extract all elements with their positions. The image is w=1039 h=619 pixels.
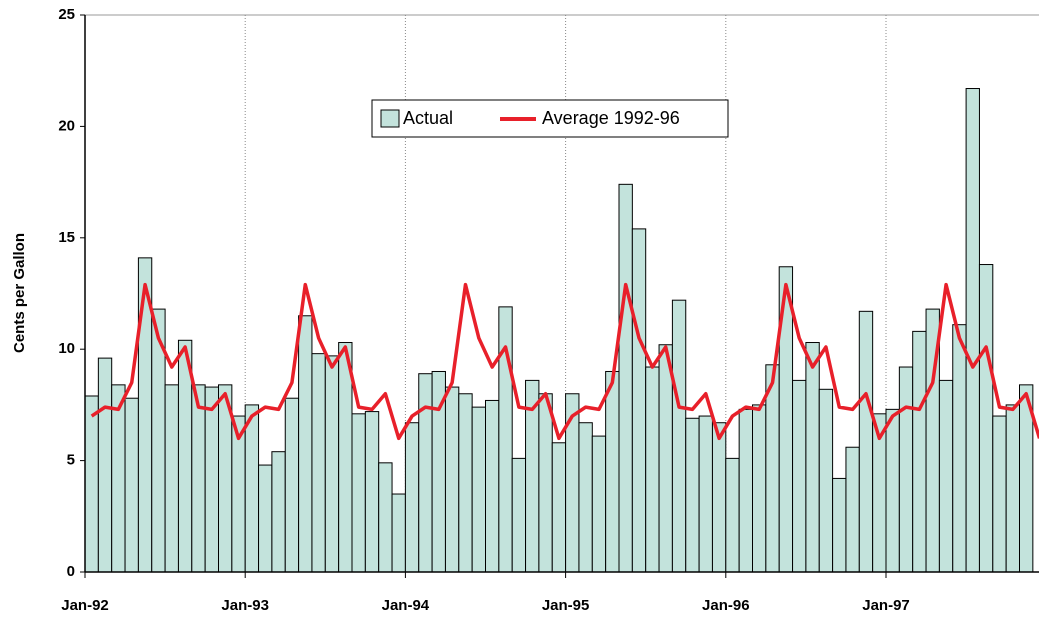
bar [444,386,460,573]
bar [111,384,126,573]
y-tick-label: 25 [58,6,75,23]
x-tick-label: Jan-93 [221,597,269,614]
bar [551,442,567,573]
bar [578,422,593,573]
bar [685,417,700,573]
bar [832,477,847,573]
bar [818,388,834,573]
bar [938,379,954,573]
bar [698,415,713,573]
bar [671,299,687,573]
legend-label: Average 1992-96 [542,108,680,128]
bar [1005,404,1021,573]
bar [725,457,740,573]
bar [191,384,206,573]
bar [404,422,420,573]
bar [965,88,980,573]
bar [418,373,433,573]
bar [538,393,553,573]
bar [271,451,286,573]
bar [124,397,139,573]
line [90,282,1039,441]
y-tick-label: 15 [58,229,75,246]
y-tick-label: 20 [58,117,75,134]
bar [298,315,313,573]
bar [391,493,406,573]
bar [645,366,660,573]
y-axis-label: Cents per Gallon [11,233,28,353]
bar [845,446,860,573]
bar [338,342,353,573]
bar [605,370,620,573]
bar [618,183,633,573]
bar [311,353,326,573]
legend: Actual Average 1992-96 [371,99,729,138]
bar [258,464,273,573]
legend-box [371,99,729,138]
bar [952,324,967,573]
bar [164,384,179,573]
x-tick-label: Jan-97 [862,597,910,614]
legend-swatch [380,109,400,128]
bar [485,399,500,573]
bar [458,393,473,573]
bar [324,355,340,573]
bar [204,386,219,573]
x-tick-label: Jan-94 [382,597,430,614]
bar [885,408,900,573]
bar [364,411,380,573]
bar [284,397,300,573]
bar [351,413,366,573]
y-tick-label: 10 [58,340,75,357]
x-tick-label: Jan-96 [702,597,750,614]
y-tick-label: 0 [67,563,75,580]
bar [752,404,767,573]
bar [711,422,727,573]
bar [591,435,607,573]
bar [97,357,113,573]
bar [85,395,99,573]
x-tick-label: Jan-95 [542,597,590,614]
x-tick-label: Jan-92 [61,597,109,614]
bar [511,457,527,573]
bar [738,408,754,573]
bar [378,462,393,573]
legend-label: Actual [403,108,453,128]
bar [898,366,914,573]
bar [471,406,486,573]
bar [244,404,260,573]
bar [912,330,927,573]
bar [805,342,820,573]
y-tick-label: 5 [67,452,75,469]
bar [858,310,874,573]
bar [631,228,647,573]
bar [992,415,1007,573]
bar [792,379,807,573]
bar [658,344,673,573]
bar [978,264,994,573]
